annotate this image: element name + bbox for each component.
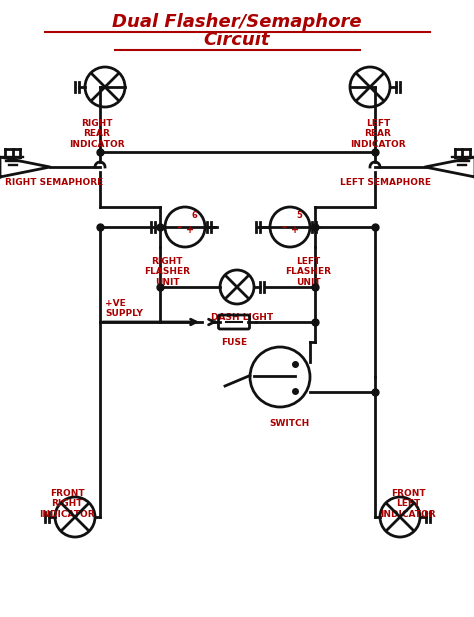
Text: FUSE: FUSE xyxy=(221,338,247,347)
Text: RIGHT SEMAPHORE: RIGHT SEMAPHORE xyxy=(5,178,103,187)
Text: +VE
SUPPLY: +VE SUPPLY xyxy=(105,299,143,318)
Text: DASH LIGHT: DASH LIGHT xyxy=(211,313,273,322)
Text: LEFT
REAR
INDICATOR: LEFT REAR INDICATOR xyxy=(350,119,406,149)
Text: FRONT
LEFT
INDICATOR: FRONT LEFT INDICATOR xyxy=(380,489,436,519)
Text: RIGHT
FLASHER
UNIT: RIGHT FLASHER UNIT xyxy=(144,257,190,287)
Text: +: + xyxy=(186,225,194,235)
Text: 6: 6 xyxy=(191,212,197,220)
Text: Circuit: Circuit xyxy=(204,31,270,49)
Text: -: - xyxy=(282,220,287,233)
Text: -: - xyxy=(176,220,182,233)
Text: +: + xyxy=(291,225,299,235)
Text: Dual Flasher/Semaphore: Dual Flasher/Semaphore xyxy=(112,13,362,31)
Text: FRONT
RIGHT
INDICATOR: FRONT RIGHT INDICATOR xyxy=(39,489,95,519)
Text: LEFT SEMAPHORE: LEFT SEMAPHORE xyxy=(340,178,431,187)
Text: 5: 5 xyxy=(296,212,302,220)
Text: SWITCH: SWITCH xyxy=(270,419,310,428)
Text: LEFT
FLASHER
UNIT: LEFT FLASHER UNIT xyxy=(285,257,331,287)
Text: RIGHT
REAR
INDICATOR: RIGHT REAR INDICATOR xyxy=(69,119,125,149)
